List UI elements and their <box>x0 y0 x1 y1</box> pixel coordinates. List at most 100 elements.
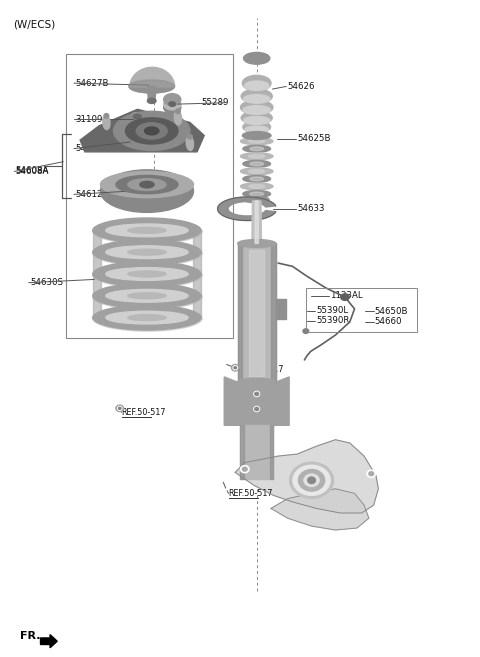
Text: 54608A: 54608A <box>16 167 49 176</box>
Ellipse shape <box>106 267 188 281</box>
Polygon shape <box>235 440 378 513</box>
Ellipse shape <box>241 111 272 124</box>
Ellipse shape <box>242 131 271 139</box>
Ellipse shape <box>128 179 166 191</box>
Text: (W/ECS): (W/ECS) <box>13 20 56 30</box>
Ellipse shape <box>118 406 122 410</box>
Ellipse shape <box>100 170 193 212</box>
Text: REF.50-517: REF.50-517 <box>228 489 273 498</box>
Ellipse shape <box>116 405 123 411</box>
Ellipse shape <box>136 123 167 139</box>
Text: FR.: FR. <box>21 631 41 641</box>
Text: 31109: 31109 <box>75 115 103 124</box>
Ellipse shape <box>254 406 260 411</box>
Text: 55390L: 55390L <box>316 306 348 315</box>
Ellipse shape <box>244 81 269 91</box>
Text: REF.50-517: REF.50-517 <box>121 408 166 417</box>
Ellipse shape <box>240 183 273 190</box>
Text: 54630S: 54630S <box>30 278 63 287</box>
Ellipse shape <box>106 246 188 259</box>
Ellipse shape <box>128 315 166 321</box>
Ellipse shape <box>128 249 166 255</box>
Polygon shape <box>238 244 276 382</box>
Ellipse shape <box>341 294 349 300</box>
Ellipse shape <box>231 365 239 371</box>
Ellipse shape <box>130 112 144 120</box>
Text: 54650B: 54650B <box>374 307 408 316</box>
Ellipse shape <box>250 177 264 181</box>
Text: 54610: 54610 <box>75 144 103 153</box>
Ellipse shape <box>116 175 178 194</box>
Ellipse shape <box>293 465 330 495</box>
Polygon shape <box>217 197 276 221</box>
Polygon shape <box>240 425 274 479</box>
Polygon shape <box>80 109 204 152</box>
Ellipse shape <box>130 114 144 124</box>
Ellipse shape <box>176 109 180 114</box>
Ellipse shape <box>240 100 273 114</box>
Polygon shape <box>224 377 289 425</box>
Ellipse shape <box>242 76 271 91</box>
Ellipse shape <box>106 224 188 237</box>
Ellipse shape <box>114 111 190 150</box>
Polygon shape <box>147 87 156 101</box>
Ellipse shape <box>234 367 237 369</box>
Text: 54625B: 54625B <box>297 134 331 143</box>
Ellipse shape <box>245 126 268 133</box>
Ellipse shape <box>308 477 315 484</box>
Ellipse shape <box>249 139 265 143</box>
Text: 54660: 54660 <box>374 317 402 327</box>
Ellipse shape <box>186 136 193 150</box>
Ellipse shape <box>255 407 259 411</box>
Ellipse shape <box>250 192 264 196</box>
Ellipse shape <box>106 290 188 302</box>
Ellipse shape <box>243 121 271 133</box>
Ellipse shape <box>92 304 202 330</box>
Ellipse shape <box>147 98 156 103</box>
Text: 54627B: 54627B <box>75 79 109 87</box>
Text: 54612: 54612 <box>75 190 103 199</box>
Ellipse shape <box>92 217 202 244</box>
Ellipse shape <box>240 466 249 473</box>
Ellipse shape <box>174 110 181 125</box>
Ellipse shape <box>92 283 202 309</box>
Polygon shape <box>252 201 262 244</box>
Ellipse shape <box>125 118 178 144</box>
Polygon shape <box>40 635 57 648</box>
Ellipse shape <box>289 463 334 498</box>
Ellipse shape <box>243 145 271 152</box>
Text: REF.50-517: REF.50-517 <box>239 365 284 374</box>
Ellipse shape <box>128 293 166 299</box>
Ellipse shape <box>241 89 272 103</box>
Ellipse shape <box>238 240 276 248</box>
Ellipse shape <box>249 154 265 158</box>
Ellipse shape <box>249 170 265 173</box>
Polygon shape <box>276 299 286 319</box>
Ellipse shape <box>140 181 154 188</box>
Ellipse shape <box>108 186 186 209</box>
Ellipse shape <box>369 472 373 476</box>
Ellipse shape <box>103 115 110 129</box>
Ellipse shape <box>238 378 276 386</box>
Ellipse shape <box>240 153 273 160</box>
Ellipse shape <box>104 114 109 118</box>
Ellipse shape <box>128 227 166 233</box>
Text: 55390R: 55390R <box>316 316 350 325</box>
Ellipse shape <box>188 135 192 139</box>
Ellipse shape <box>254 392 260 397</box>
Ellipse shape <box>133 114 141 119</box>
Ellipse shape <box>303 328 309 333</box>
Ellipse shape <box>243 175 271 182</box>
Ellipse shape <box>250 162 264 166</box>
Ellipse shape <box>92 261 202 287</box>
Ellipse shape <box>144 127 159 135</box>
Polygon shape <box>255 201 258 244</box>
Ellipse shape <box>164 98 181 110</box>
Ellipse shape <box>164 94 181 105</box>
Text: 54633: 54633 <box>297 204 325 214</box>
Ellipse shape <box>106 311 188 324</box>
Ellipse shape <box>255 392 259 396</box>
Ellipse shape <box>367 470 375 478</box>
Ellipse shape <box>128 271 166 277</box>
Ellipse shape <box>100 171 193 198</box>
